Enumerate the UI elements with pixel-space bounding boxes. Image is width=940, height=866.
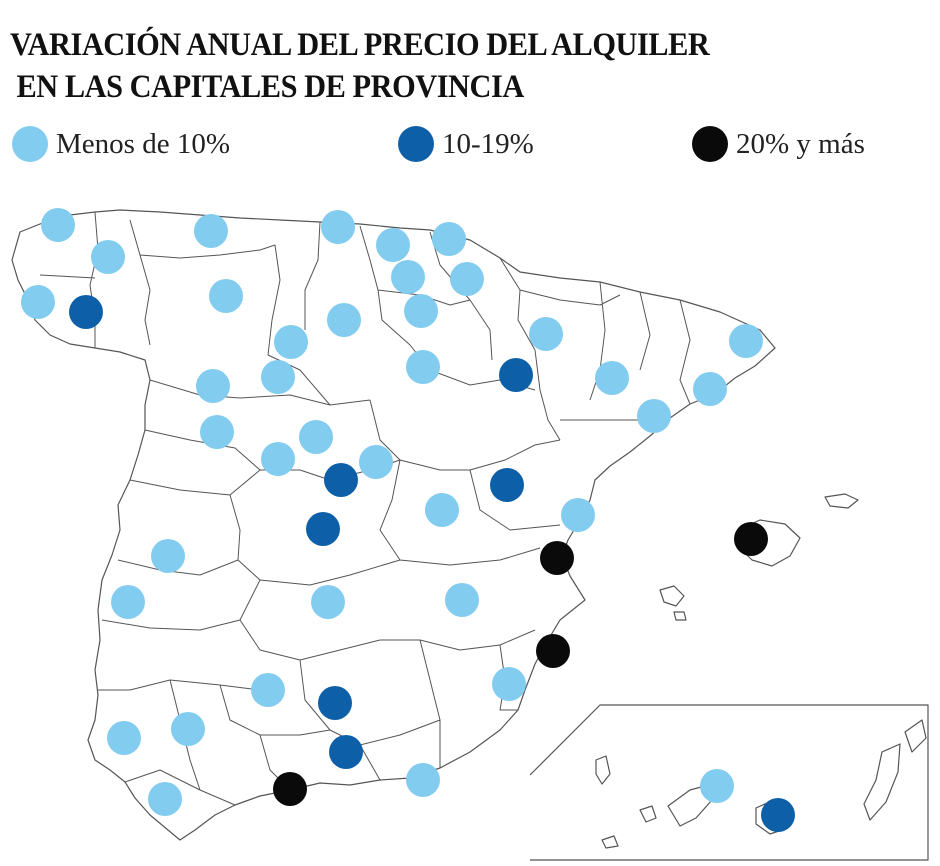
province-marker-low <box>196 369 230 403</box>
province-marker-high <box>536 634 570 668</box>
province-marker-high <box>734 522 768 556</box>
legend-dot-low <box>12 126 48 162</box>
province-marker-low <box>359 445 393 479</box>
map-title: VARIACIÓN ANUAL DEL PRECIO DEL ALQUILER … <box>10 24 710 108</box>
province-marker-low <box>327 303 361 337</box>
province-marker-low <box>111 585 145 619</box>
province-marker-low <box>261 360 295 394</box>
province-marker-mid <box>306 512 340 546</box>
province-marker-low <box>693 372 727 406</box>
province-marker-mid <box>499 358 533 392</box>
province-marker-high <box>273 772 307 806</box>
island-formentera <box>673 611 687 621</box>
province-marker-low <box>376 228 410 262</box>
marker-layer <box>21 208 795 832</box>
province-marker-low <box>404 294 438 328</box>
island-fuerteventura <box>863 743 901 821</box>
legend-dot-mid <box>398 126 434 162</box>
province-marker-low <box>148 782 182 816</box>
canary-inset-frame <box>529 704 929 861</box>
province-marker-low <box>321 210 355 244</box>
province-marker-mid <box>761 798 795 832</box>
legend-dot-high <box>692 126 728 162</box>
province-marker-mid <box>318 686 352 720</box>
island-hierro <box>601 835 619 849</box>
legend-label-mid: 10-19% <box>442 127 534 160</box>
province-marker-low <box>729 324 763 358</box>
province-marker-mid <box>490 468 524 502</box>
island-menorca <box>824 493 859 509</box>
province-marker-low <box>171 712 205 746</box>
province-marker-low <box>406 763 440 797</box>
island-gomera <box>639 805 657 823</box>
province-marker-low <box>261 442 295 476</box>
province-marker-low <box>91 240 125 274</box>
province-marker-low <box>194 214 228 248</box>
province-marker-mid <box>69 295 103 329</box>
province-marker-low <box>450 262 484 296</box>
legend-item-mid: 10-19% <box>398 126 534 162</box>
province-marker-mid <box>324 463 358 497</box>
province-marker-low <box>311 585 345 619</box>
peninsula-outline <box>11 209 776 841</box>
title-line-1: VARIACIÓN ANUAL DEL PRECIO DEL ALQUILER <box>10 27 710 63</box>
province-marker-low <box>529 317 563 351</box>
province-marker-low <box>445 583 479 617</box>
legend-item-high: 20% y más <box>692 126 865 162</box>
province-marker-low <box>561 498 595 532</box>
province-marker-low <box>492 667 526 701</box>
province-marker-mid <box>329 735 363 769</box>
legend: Menos de 10% 10-19% 20% y más <box>0 126 940 166</box>
island-lanzarote <box>904 719 927 753</box>
legend-label-low: Menos de 10% <box>56 127 230 160</box>
province-marker-high <box>540 541 574 575</box>
province-marker-low <box>299 420 333 454</box>
map-outlines <box>11 209 929 861</box>
province-marker-low <box>21 285 55 319</box>
province-marker-low <box>595 361 629 395</box>
province-marker-low <box>637 399 671 433</box>
province-marker-low <box>107 721 141 755</box>
island-la-palma <box>595 755 611 785</box>
province-marker-low <box>274 325 308 359</box>
province-marker-low <box>200 415 234 449</box>
province-marker-low <box>425 493 459 527</box>
province-marker-low <box>432 222 466 256</box>
province-marker-low <box>391 260 425 294</box>
province-marker-low <box>151 539 185 573</box>
province-marker-low <box>700 769 734 803</box>
legend-item-low: Menos de 10% <box>12 126 230 162</box>
province-marker-low <box>41 208 75 242</box>
title-line-2: EN LAS CAPITALES DE PROVINCIA <box>16 69 524 105</box>
province-marker-low <box>251 673 285 707</box>
legend-label-high: 20% y más <box>736 127 865 160</box>
province-marker-low <box>406 350 440 384</box>
province-marker-low <box>209 279 243 313</box>
island-ibiza <box>659 585 685 607</box>
